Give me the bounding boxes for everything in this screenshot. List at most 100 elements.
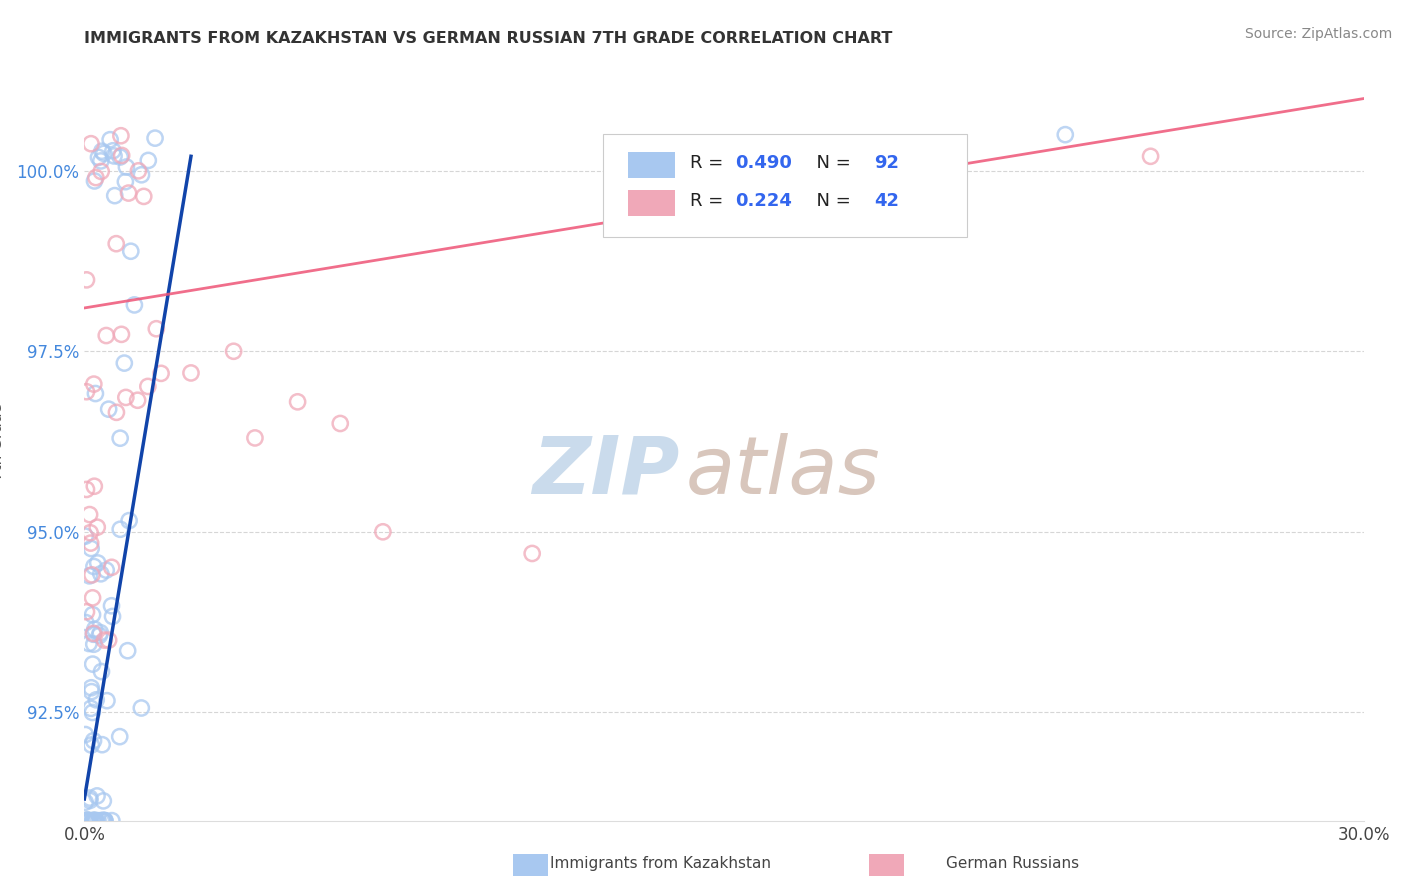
Point [115,160,138,174]
Point [117,643,139,657]
Point [82,814,104,828]
Point [83,814,105,828]
Point [90,566,112,581]
Text: Source: ZipAtlas.com: Source: ZipAtlas.com [1244,27,1392,41]
Point [87,556,110,570]
Point [101,609,124,624]
Point [94,814,117,828]
Point [105,405,128,419]
Point [75,814,97,828]
Point [371,524,394,539]
Point [120,244,142,259]
Point [77,814,100,828]
Point [75,814,97,828]
Point [87,150,110,164]
Point [90,814,112,828]
Point [136,379,159,393]
Text: 42: 42 [873,192,898,211]
Point [82,657,104,672]
Point [82,626,104,640]
Text: 92: 92 [873,154,898,172]
Point [75,615,97,630]
Point [75,814,97,828]
Point [124,298,146,312]
Point [104,188,127,202]
Point [76,813,98,827]
Point [90,665,112,679]
Point [82,627,104,641]
Point [111,148,134,162]
Point [287,394,309,409]
Point [105,236,128,251]
Text: Immigrants from Kazakhstan: Immigrants from Kazakhstan [550,856,772,871]
Point [93,814,115,828]
Text: N =: N = [804,154,856,172]
Point [82,591,104,605]
Text: German Russians: German Russians [946,856,1078,871]
Point [82,814,104,828]
Point [80,567,103,582]
Point [110,128,132,143]
Text: IMMIGRANTS FROM KAZAKHSTAN VS GERMAN RUSSIAN 7TH GRADE CORRELATION CHART: IMMIGRANTS FROM KAZAKHSTAN VS GERMAN RUS… [84,31,893,46]
Point [80,541,103,556]
Point [80,738,103,752]
Point [131,168,153,182]
Point [93,814,115,828]
Point [329,417,352,431]
Point [100,560,122,574]
Point [243,431,266,445]
Point [91,814,114,828]
Point [76,483,98,497]
Point [132,189,155,203]
Point [114,175,136,189]
Point [80,684,103,698]
Point [108,730,131,744]
Text: 0.490: 0.490 [735,154,793,172]
Point [110,327,132,342]
Point [75,727,97,741]
Point [84,814,107,828]
Text: N =: N = [804,192,856,211]
Point [83,814,105,828]
Point [83,637,105,651]
Point [76,605,98,619]
Point [82,706,104,720]
Point [93,633,115,648]
Point [76,814,98,828]
Point [79,814,101,828]
Point [86,520,108,534]
Point [1054,128,1077,142]
Point [90,145,112,159]
Point [83,733,105,747]
Point [131,701,153,715]
Point [103,149,125,163]
Point [97,402,120,417]
Point [136,153,159,168]
Point [96,563,118,577]
Point [75,795,97,809]
Point [127,393,149,408]
Point [222,344,245,359]
Point [89,628,111,642]
Point [84,693,107,707]
Point [83,622,105,636]
Point [79,536,101,550]
Point [145,322,167,336]
Point [77,814,100,828]
Point [83,814,105,828]
Point [96,694,118,708]
Point [84,386,107,401]
Point [115,391,138,405]
Point [79,525,101,540]
Point [96,328,118,343]
FancyBboxPatch shape [628,152,675,178]
Point [108,431,131,445]
Point [84,814,107,828]
Point [84,170,107,185]
Point [79,569,101,583]
FancyBboxPatch shape [603,135,967,236]
Point [91,738,114,752]
Point [522,546,544,560]
Point [127,164,149,178]
Point [80,701,103,715]
